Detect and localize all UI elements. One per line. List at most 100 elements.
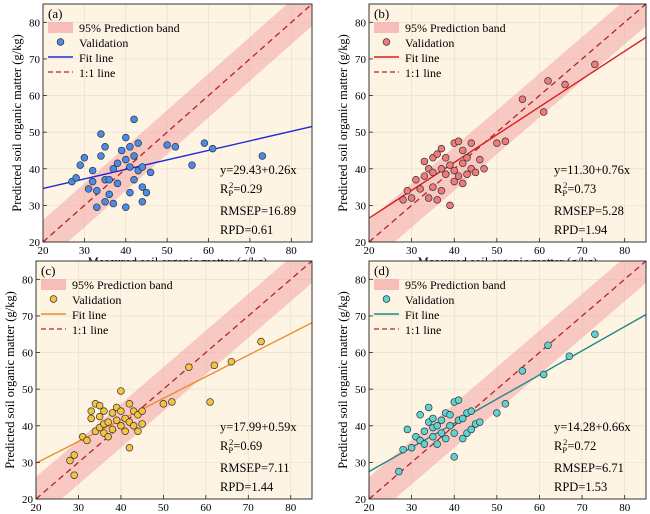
chart-panel-4: 20 30 40 50 60 70 80 20 30 40 50 60 70 80 Measured soi… [336, 260, 647, 514]
data-point [138, 197, 147, 206]
stats-r2-value: =0.29 [233, 182, 262, 196]
data-point [121, 427, 129, 436]
data-point [437, 429, 446, 437]
data-point [138, 420, 146, 428]
data-point [70, 471, 78, 479]
data-point [429, 414, 437, 423]
data-point [454, 172, 463, 180]
data-point [126, 163, 134, 171]
data-point [105, 190, 113, 199]
data-point [450, 166, 458, 175]
stats-r2-superscript: 2 [563, 437, 567, 447]
x-axis-label: Measured soil organic matter (g/kg) [418, 512, 598, 514]
panel-label: (d) [374, 263, 389, 278]
plot-area [369, 4, 646, 242]
data-point [544, 77, 552, 85]
data-point [446, 161, 454, 169]
data-point [104, 418, 112, 426]
stats-r2-subscript: P [228, 188, 233, 198]
one-to-one-line [36, 261, 312, 499]
legend-label-band: 95% Prediction band [405, 21, 506, 35]
data-point [159, 400, 168, 408]
data-point [476, 155, 484, 164]
y-tick-label: 30 [22, 457, 34, 469]
y-tick-label: 70 [355, 54, 367, 66]
x-tick-label: 60 [534, 245, 546, 257]
data-point [122, 155, 130, 164]
data-point [138, 163, 147, 171]
data-point [257, 337, 265, 346]
x-tick-label: 20 [31, 502, 43, 514]
data-point [112, 416, 121, 425]
plot-frame [368, 3, 647, 243]
x-tick-label: 70 [577, 502, 589, 514]
data-point [76, 161, 84, 169]
x-tick-label: 70 [244, 245, 256, 257]
legend-band-swatch [41, 279, 66, 290]
data-point [117, 146, 126, 155]
legend-label-fit: Fit line [72, 308, 106, 322]
data-point [518, 95, 527, 103]
data-point [420, 172, 429, 180]
data-point [87, 407, 95, 415]
y-tick-label: 20 [29, 237, 41, 249]
data-point [122, 133, 130, 142]
data-point [138, 183, 147, 191]
data-point [129, 422, 138, 430]
data-point [208, 144, 217, 153]
panel-label: (a) [48, 6, 62, 21]
data-point [93, 203, 101, 211]
legend-label-fit: Fit line [405, 51, 439, 65]
data-point [467, 425, 476, 434]
data-point [446, 411, 454, 419]
legend-band-swatch [374, 22, 399, 33]
data-point [117, 422, 125, 430]
stats-r2-symbol: R [220, 182, 229, 196]
data-point [437, 186, 446, 195]
stats-r2-symbol: R [554, 182, 563, 196]
data-point [429, 168, 437, 177]
one-to-one-line [369, 261, 646, 499]
data-point [420, 427, 429, 436]
x-tick-label: 80 [285, 502, 297, 514]
stats-r2: RP2=0.73 [554, 180, 596, 198]
data-point [227, 357, 236, 366]
stats-rpd: RPD=1.44 [220, 480, 274, 494]
x-tick-label: 70 [243, 502, 255, 514]
stats-block: y=11.30+0.76x RP2=0.73 RMSEP=5.28 RPD=1.94 [554, 163, 631, 237]
stats-rmsep: RMSEP=16.89 [220, 204, 296, 218]
y-tick-label: 50 [22, 384, 34, 396]
data-point [95, 401, 104, 410]
y-tick-label: 70 [355, 311, 367, 323]
fit-line [369, 313, 646, 473]
stats-rmsep: RMSEP=5.28 [554, 204, 624, 218]
x-tick-label: 20 [38, 245, 50, 257]
data-point [125, 443, 134, 452]
data-point [459, 414, 467, 423]
x-tick-label: 40 [449, 502, 461, 514]
y-tick-label: 80 [22, 274, 34, 286]
y-axis-label: Predicted soil organic matter (g/kg) [10, 34, 24, 212]
y-tick-label: 50 [355, 384, 367, 396]
legend-label-validation: Validation [72, 293, 121, 307]
data-point [433, 422, 441, 430]
data-point [399, 445, 407, 454]
data-point [66, 456, 74, 465]
data-point [501, 137, 510, 146]
data-point [88, 166, 97, 175]
data-point [441, 434, 450, 443]
data-point [185, 363, 193, 371]
data-point [100, 407, 108, 415]
x-tick-label: 70 [577, 245, 589, 257]
data-point [399, 196, 407, 204]
y-tick-label: 20 [355, 237, 367, 249]
stats-block: y=14.28+0.66x RP2=0.72 RMSEP=6.71 RPD=1.53 [554, 420, 631, 494]
legend-band-swatch [48, 22, 73, 33]
data-point [429, 183, 437, 191]
data-point [454, 396, 463, 404]
x-tick-label: 60 [203, 245, 215, 257]
legend-label-band: 95% Prediction band [72, 278, 173, 292]
data-point [412, 176, 420, 184]
data-point [441, 154, 450, 162]
data-point [134, 139, 142, 147]
